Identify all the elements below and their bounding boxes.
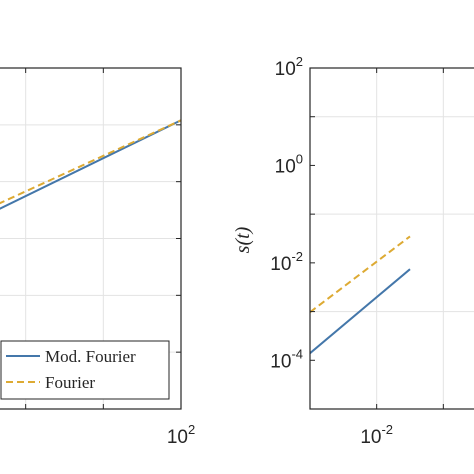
legend: Mod. Fourier Fourier — [0, 340, 170, 400]
series-line-mod-fourier — [0, 119, 181, 210]
legend-label: Fourier — [45, 373, 95, 392]
series-line-mod-fourier — [310, 268, 411, 354]
series-line-fourier — [0, 119, 181, 205]
right-plot-axes-box — [309, 67, 474, 410]
y-tick-label: 10-4 — [270, 346, 303, 372]
series-line-fourier — [310, 235, 411, 313]
y-axis-label: s(t) — [232, 226, 254, 253]
right-chart-panel: 10-2 102 100 10-2 10-4 s(t) — [232, 54, 474, 448]
left-chart-panel: 102 Mod. Fourier Fourier — [0, 67, 195, 448]
x-tick-label: 10-2 — [360, 422, 393, 448]
y-tick-label: 102 — [275, 54, 303, 80]
series-group — [310, 235, 411, 354]
y-tick-label: 10-2 — [270, 249, 303, 275]
y-tick-label: 100 — [275, 151, 303, 177]
series-group — [0, 119, 181, 210]
legend-label: Mod. Fourier — [45, 347, 136, 366]
x-tick-label: 102 — [167, 422, 195, 448]
legend-box — [0, 340, 170, 400]
